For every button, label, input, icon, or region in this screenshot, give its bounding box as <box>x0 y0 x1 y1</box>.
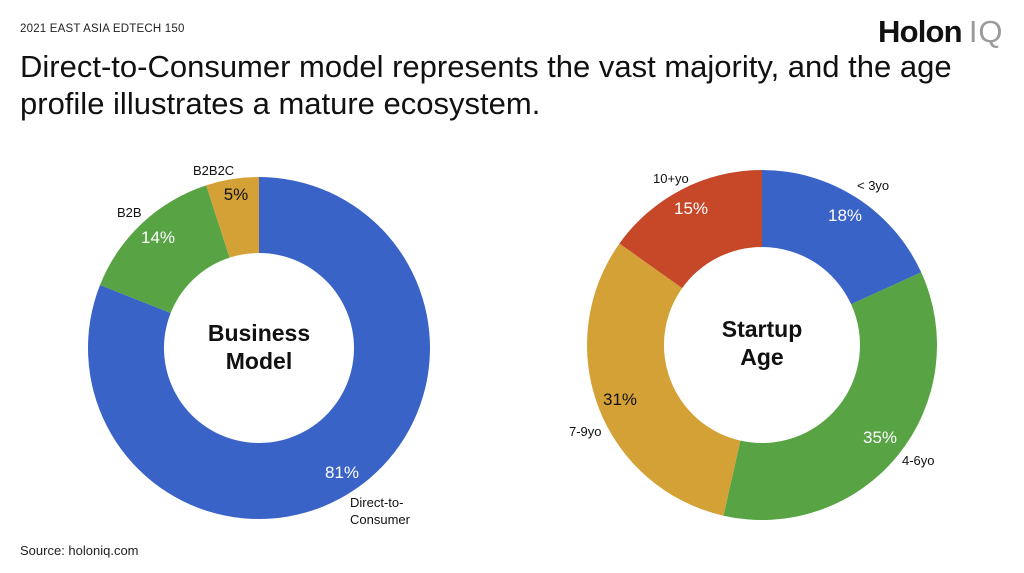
donut-center-title: Business Model <box>208 320 310 374</box>
logo-word: Holon <box>878 14 963 49</box>
donut-slice-b2b2c <box>206 177 259 258</box>
slice-value-label-7to9: 31% <box>603 390 637 409</box>
donut-slice-7to9 <box>587 243 741 516</box>
holoniq-logo: Holon IQ <box>878 14 1004 50</box>
slice-category-label-lt3: < 3yo <box>857 178 889 193</box>
slice-category-label-d2c: Direct-to-Consumer <box>350 495 411 527</box>
slice-value-label-4to6: 35% <box>863 428 897 447</box>
slice-value-label-b2b2c: 5% <box>224 185 249 204</box>
slice-value-label-b2b: 14% <box>141 228 175 247</box>
business-model-donut: 81% Direct-to-Consumer 14% B2B 5% B2B2C Busine… <box>88 163 430 527</box>
donut-center-title: Startup Age <box>722 316 803 370</box>
slice-value-label-10p: 15% <box>674 199 708 218</box>
slice-category-label-4to6: 4-6yo <box>902 453 935 468</box>
donut-slice-d2c <box>88 177 430 519</box>
slice-value-label-d2c: 81% <box>325 463 359 482</box>
slice-category-label-b2b: B2B <box>117 205 142 220</box>
donut-slice-4to6 <box>723 272 937 520</box>
slice-value-label-lt3: 18% <box>828 206 862 225</box>
donut-slice-lt3 <box>762 170 922 305</box>
page-title: Direct-to-Consumer model represents the … <box>20 49 952 121</box>
startup-age-donut: 18% < 3yo 35% 4-6yo 31%7-9yo 15% 10+yo Startup A… <box>569 170 937 520</box>
slice-category-label-7to9: 7-9yo <box>569 424 602 439</box>
report-eyebrow: 2021 EAST ASIA EDTECH 150 <box>20 23 185 35</box>
source-note: Source: holoniq.com <box>20 543 139 558</box>
logo-mark: IQ <box>968 14 1004 49</box>
donut-slice-b2b <box>100 185 230 314</box>
slice-category-label-b2b2c: B2B2C <box>193 163 234 178</box>
slice-category-label-10p: 10+yo <box>653 171 689 186</box>
donut-slice-10p <box>619 170 762 289</box>
